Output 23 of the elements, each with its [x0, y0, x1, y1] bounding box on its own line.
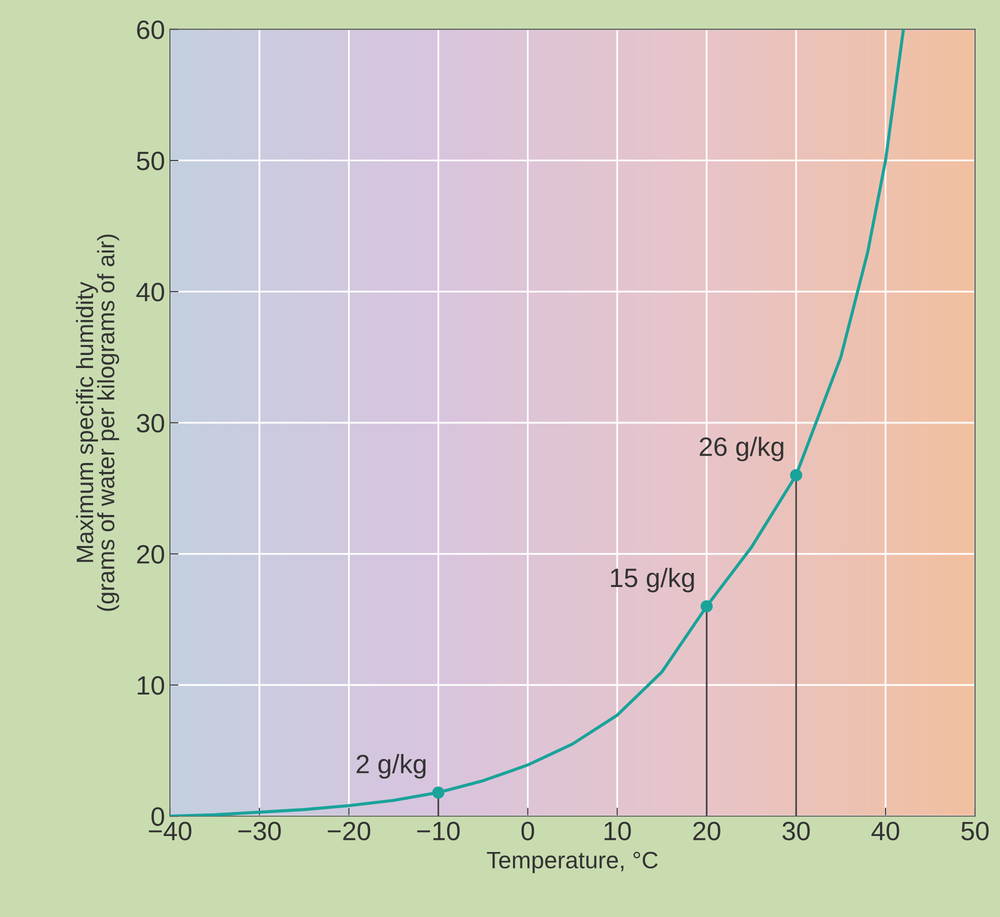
y-tick-label: 30	[136, 414, 164, 433]
y-tick-label: 60	[137, 20, 164, 40]
y-tick-label: 40	[136, 282, 164, 302]
annotation: 26 g/kg	[700, 436, 784, 462]
x-tick-label: −10	[417, 822, 460, 840]
point	[790, 469, 802, 482]
y-tick-label: 50	[136, 152, 164, 170]
annotation: 2 g/kg	[356, 754, 426, 779]
annotation: 15 g/kg	[611, 568, 694, 592]
x-tick-label: −30	[238, 822, 281, 840]
x-tick-label: 20	[693, 822, 720, 840]
y-tick-label: 20	[137, 545, 164, 564]
x-tick-label: 50	[961, 822, 989, 840]
x-tick-label: 10	[604, 822, 631, 840]
point	[432, 786, 444, 799]
x-tick-label: 40	[871, 822, 900, 840]
point	[700, 600, 713, 612]
x-tick-label: 30	[782, 822, 810, 840]
y-tick-label: 10	[138, 676, 164, 695]
x-tick-label: −20	[328, 822, 370, 840]
y-axis-title: Maximum specific humidity (grams of water per kilograms of air)	[76, 234, 120, 611]
x-axis-title: Temperature, °C	[486, 852, 658, 874]
x-tick-label: 0	[521, 822, 534, 840]
